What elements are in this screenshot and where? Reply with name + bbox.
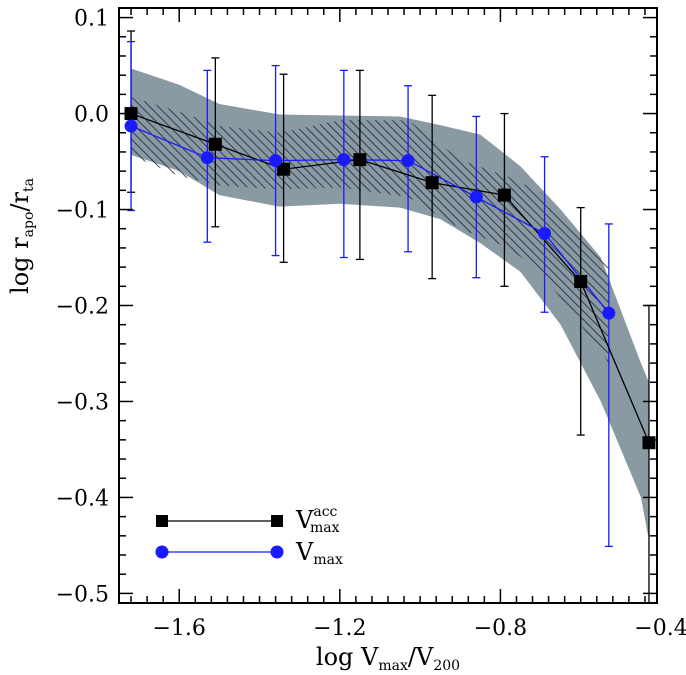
data-point-vmax-acc — [425, 176, 439, 190]
data-point-vmax — [602, 306, 616, 320]
data-point-vmax — [269, 154, 283, 168]
data-point-vmax-acc — [353, 153, 367, 167]
axis-tick-labels: −1.6 −1.2 −0.8 −0.4 0.1 0.0 −0.1 −0.2 −0.3 −0.4 −0… — [56, 7, 686, 641]
legend-circle-marker-right — [270, 545, 284, 559]
series-markers — [124, 107, 656, 450]
hatched-band — [131, 97, 609, 364]
legend-entry-vmax-acc: Vacc max — [156, 504, 340, 536]
series-lines — [130, 112, 650, 443]
series-line-vmax — [130, 125, 610, 314]
data-point-vmax-acc — [208, 137, 222, 151]
data-point-vmax — [401, 154, 415, 168]
x-tick-label: −1.2 — [313, 616, 366, 641]
y-tick-label: 0.1 — [74, 7, 109, 32]
legend-square-marker-right — [271, 515, 283, 527]
data-point-vmax — [538, 227, 552, 241]
data-point-vmax — [200, 151, 214, 165]
legend-entry-vmax: Vmax — [155, 538, 343, 568]
x-axis-title: log Vmax/V200 — [316, 643, 460, 674]
bands — [131, 68, 649, 541]
x-tick-label: −1.6 — [153, 616, 206, 641]
data-point-vmax-acc — [574, 275, 588, 289]
legend-circle-marker-left — [155, 545, 169, 559]
legend: Vacc max Vmax — [155, 504, 343, 568]
legend-label-vmax-acc: Vacc max — [295, 504, 340, 536]
data-point-vmax — [337, 153, 351, 167]
y-tick-label: −0.2 — [56, 295, 109, 320]
axis-ticks — [119, 8, 657, 603]
data-point-vmax — [469, 190, 483, 204]
y-tick-label: −0.4 — [56, 486, 109, 511]
x-tick-label: −0.4 — [634, 616, 686, 641]
y-tick-label: −0.1 — [56, 199, 109, 224]
legend-square-marker-left — [156, 515, 168, 527]
y-axis-title: log rapo/rta — [6, 178, 37, 294]
y-tick-label: −0.5 — [56, 582, 109, 607]
x-tick-label: −0.8 — [474, 616, 527, 641]
legend-label-vmax: Vmax — [295, 538, 343, 568]
data-point-vmax-acc — [642, 436, 656, 450]
data-point-vmax — [124, 119, 138, 133]
y-tick-label: −0.3 — [56, 390, 109, 415]
data-point-vmax-acc — [497, 188, 511, 202]
data-point-vmax-acc — [277, 162, 291, 176]
y-tick-label: 0.0 — [74, 103, 109, 128]
series-line-vmax-acc — [130, 112, 650, 443]
